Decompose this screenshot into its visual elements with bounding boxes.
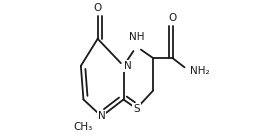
Text: N: N: [98, 111, 105, 121]
Text: O: O: [94, 3, 102, 13]
Text: CH₃: CH₃: [74, 122, 93, 132]
Text: S: S: [133, 104, 140, 114]
Text: N: N: [124, 61, 132, 71]
Text: NH: NH: [129, 32, 144, 42]
Text: NH₂: NH₂: [190, 66, 210, 76]
Text: O: O: [168, 13, 177, 23]
